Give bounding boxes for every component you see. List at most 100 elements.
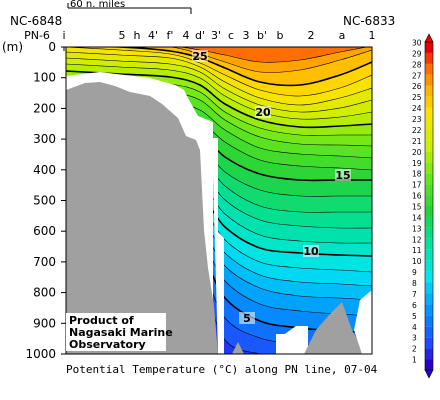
- colorbar-swatch: [425, 293, 433, 305]
- colorbar-swatch: [425, 348, 433, 360]
- colorbar-swatch: [425, 129, 433, 141]
- colorbar-swatch: [425, 238, 433, 250]
- station-label: i: [62, 29, 65, 42]
- source-note-line-2: Nagasaki Marine: [69, 326, 173, 339]
- colorbar-label: 5: [412, 312, 417, 321]
- contour-label-10: 10: [303, 245, 319, 258]
- slope-gap: [212, 138, 224, 354]
- isotherm-27: [178, 47, 369, 63]
- colorbar-label: 2: [412, 345, 417, 354]
- colorbar: 1234567891011121314151617181920212223242…: [412, 33, 434, 379]
- colorbar-swatch: [425, 173, 433, 185]
- colorbar-label: 26: [412, 82, 422, 91]
- colorbar-swatch: [425, 249, 433, 261]
- colorbar-swatch: [425, 359, 433, 370]
- station-label: 2: [308, 29, 315, 42]
- colorbar-label: 7: [412, 290, 417, 299]
- header: 60 n. miles NC-6848 NC-6833 (m) PN-6 i 5 h 4…: [2, 0, 395, 54]
- y-tick-label: 0: [48, 40, 56, 54]
- colorbar-label: 23: [412, 115, 422, 124]
- colorbar-swatch: [425, 107, 433, 119]
- isotherm-21: [66, 63, 372, 120]
- colorbar-swatch: [425, 118, 433, 130]
- station-labels: PN-6 i 5 h 4' f' 4 d' 3' c 3 b' b 2 a 1: [24, 29, 375, 42]
- seamount: [232, 342, 244, 354]
- colorbar-swatch: [425, 151, 433, 163]
- station-label: 4: [183, 29, 190, 42]
- y-tick-label: 300: [33, 132, 56, 146]
- colorbar-label: 28: [412, 60, 422, 69]
- colorbar-label: 24: [412, 104, 422, 113]
- isotherm-labels: 25 20 15 10 5: [192, 50, 351, 325]
- colorbar-swatch: [425, 42, 433, 53]
- plot-area: [66, 47, 372, 354]
- colorbar-swatch: [425, 216, 433, 228]
- source-note: Product of Nagasaki Marine Observatory: [66, 313, 173, 351]
- colorbar-swatch: [425, 260, 433, 272]
- y-tick-label: 200: [33, 101, 56, 115]
- colorbar-label: 1: [412, 356, 417, 365]
- contour-label-5: 5: [243, 312, 251, 325]
- y-axis: 0 100 200 300 400 500 600 700 800 900 1000: [25, 40, 66, 361]
- colorbar-label: 21: [412, 137, 422, 146]
- colorbar-label: 22: [412, 126, 422, 135]
- colorbar-swatch: [425, 184, 433, 196]
- colorbar-swatch: [425, 282, 433, 294]
- station-label: 4': [148, 29, 158, 42]
- continental-slope: [66, 82, 218, 354]
- colorbar-swatch: [425, 326, 433, 338]
- station-label: PN-6: [24, 29, 50, 42]
- colorbar-swatch: [425, 206, 433, 217]
- colorbar-label: 3: [412, 334, 417, 343]
- station-label: 1: [369, 29, 376, 42]
- colorbar-swatch: [425, 271, 433, 283]
- right-station-id: NC-6833: [343, 14, 395, 28]
- colorbar-label: 29: [412, 49, 422, 58]
- contour-label-25: 25: [192, 50, 207, 63]
- chart-title: Potential Temperature (°C) along PN line…: [66, 363, 378, 376]
- colorbar-label: 19: [412, 159, 422, 168]
- station-label: 5: [119, 29, 126, 42]
- colorbar-label: 12: [412, 235, 422, 244]
- station-label: c: [228, 29, 234, 42]
- isotherm-20: [66, 70, 372, 129]
- contour-label-20: 20: [255, 106, 271, 119]
- y-tick-label: 700: [33, 255, 56, 269]
- station-label: h: [134, 29, 141, 42]
- colorbar-label: 16: [412, 192, 422, 201]
- station-label: 3: [243, 29, 250, 42]
- source-note-line-1: Product of: [69, 314, 134, 327]
- y-tick-label: 100: [33, 71, 56, 85]
- no-data-patch: [280, 326, 308, 354]
- isotherm-23: [66, 51, 372, 106]
- y-unit-label: (m): [2, 40, 23, 54]
- scale-bar-label: 60 n. miles: [70, 0, 125, 10]
- colorbar-swatch: [425, 315, 433, 327]
- contour-label-15: 15: [335, 169, 350, 182]
- colorbar-label: 6: [412, 301, 417, 310]
- isotherm-22: [66, 57, 372, 113]
- no-data-patch: [354, 290, 372, 354]
- colorbar-swatch: [425, 52, 433, 64]
- colorbar-label: 11: [412, 246, 422, 255]
- y-tick-label: 900: [33, 316, 56, 330]
- colorbar-label: 18: [412, 170, 422, 179]
- y-tick-label: 1000: [25, 347, 56, 361]
- station-label: b': [257, 29, 267, 42]
- station-label: f': [167, 29, 174, 42]
- colorbar-swatch: [425, 96, 433, 108]
- colorbar-swatch: [425, 227, 433, 239]
- station-label: 3': [211, 29, 221, 42]
- isotherm-26: [166, 47, 372, 73]
- station-label: a: [339, 29, 346, 42]
- isotherm-24: [66, 47, 372, 97]
- colorbar-swatch: [425, 337, 433, 349]
- colorbar-label: 27: [412, 71, 422, 80]
- station-label: b: [277, 29, 284, 42]
- colorbar-label: 9: [412, 268, 417, 277]
- y-tick-label: 500: [33, 194, 56, 208]
- colorbar-label: 25: [412, 93, 422, 102]
- terrain-mask: [66, 72, 372, 354]
- colorbar-label: 10: [412, 257, 422, 266]
- colorbar-label: 13: [412, 224, 422, 233]
